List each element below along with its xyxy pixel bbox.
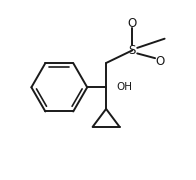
Text: O: O — [155, 55, 165, 68]
Text: S: S — [129, 44, 136, 57]
Text: OH: OH — [116, 82, 132, 92]
Text: O: O — [128, 17, 137, 30]
